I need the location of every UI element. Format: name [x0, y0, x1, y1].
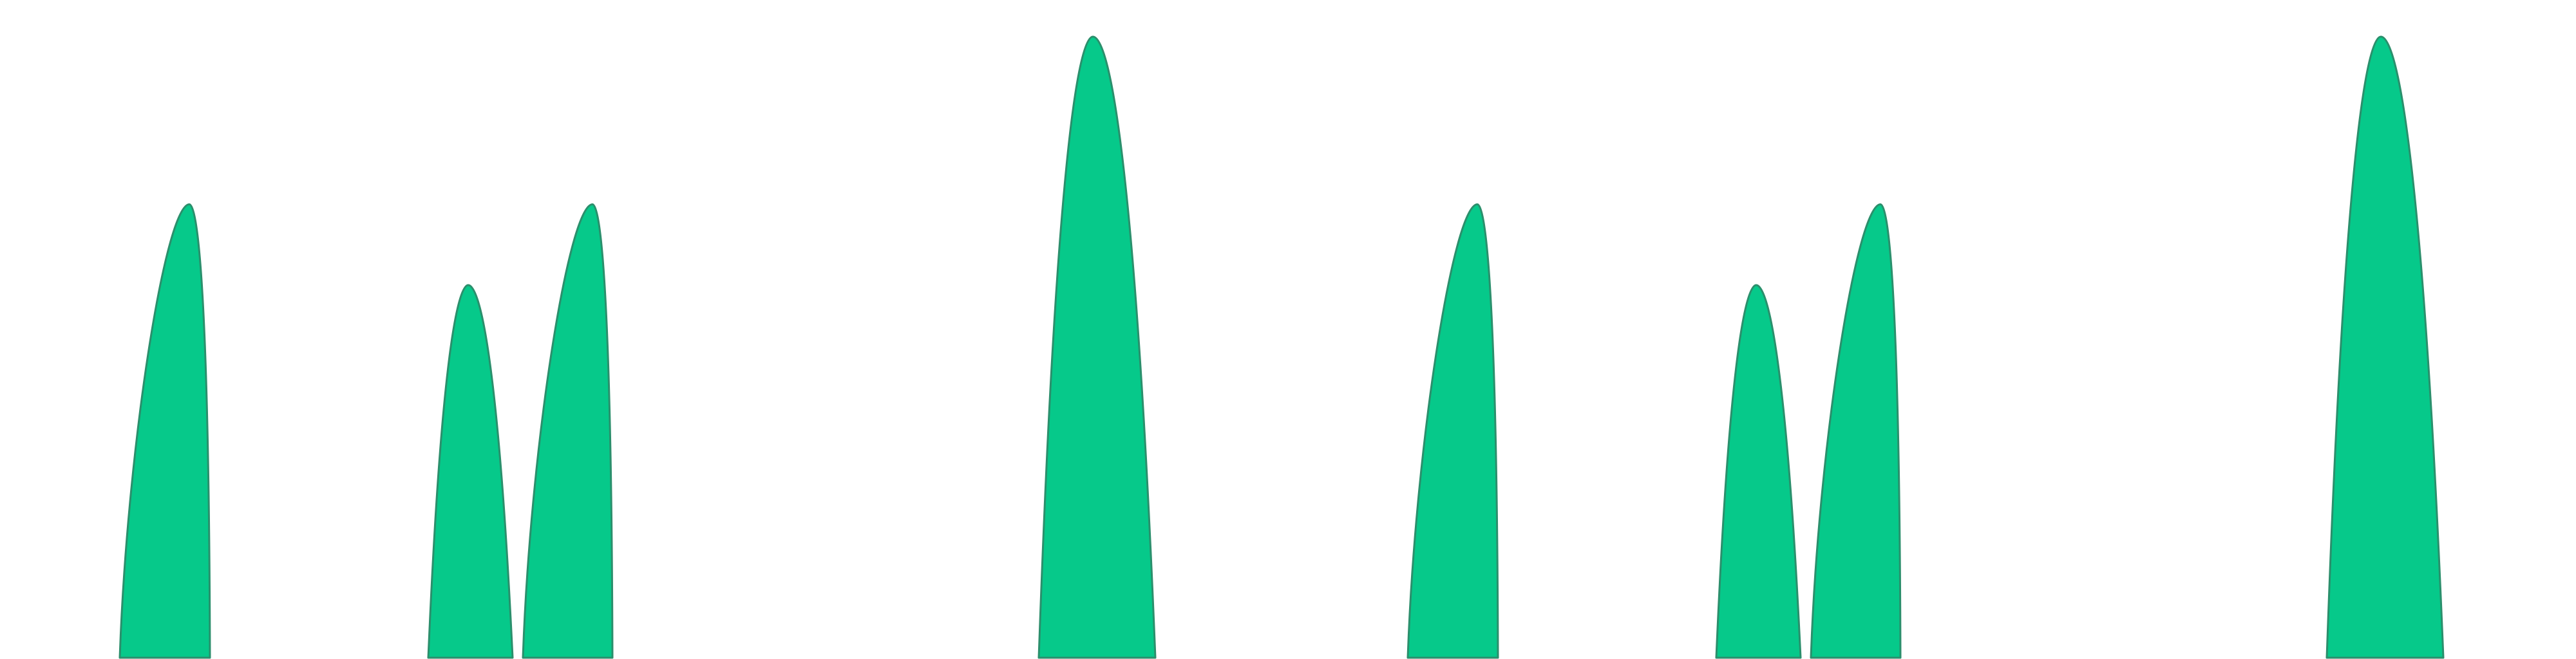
peak-b-2 [1715, 284, 1802, 659]
peak-a-2 [1406, 203, 1499, 659]
peak-d-1 [1037, 35, 1157, 659]
peak-d-2 [2325, 35, 2445, 659]
peak-a-1 [118, 203, 211, 659]
peaks-group [118, 35, 2445, 659]
peak-c-2 [1810, 203, 1902, 659]
peak-b-1 [427, 284, 514, 659]
peak-c-1 [522, 203, 614, 659]
